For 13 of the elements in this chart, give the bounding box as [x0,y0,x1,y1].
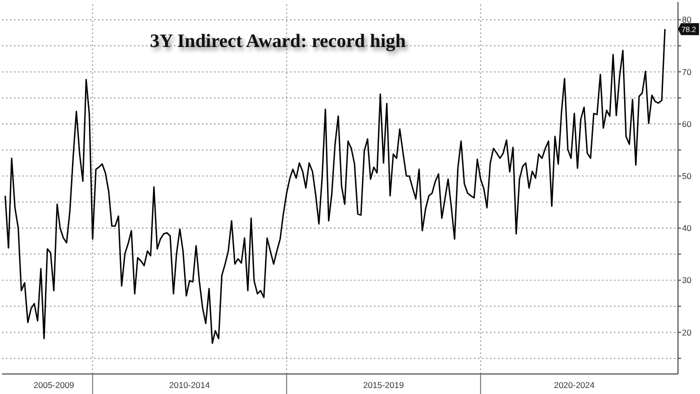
y-tick-label: 80 [682,14,692,25]
y-tick-label: 70 [682,66,692,77]
y-tick-label: 30 [682,275,692,286]
y-tick-label: 60 [682,118,692,129]
x-tick-label: 2005-2009 [34,380,74,390]
y-tick-label: 20 [682,327,692,338]
line-series [4,28,666,344]
text: 3Y Indirect Award: record high [150,31,406,52]
x-tick-label: 2010-2014 [169,380,210,390]
y-tick-label: 40 [682,223,692,234]
y-tick-label: 50 [682,171,692,182]
x-tick-label: 2020-2024 [554,380,595,390]
x-tick-label: 2015-2019 [363,380,404,390]
